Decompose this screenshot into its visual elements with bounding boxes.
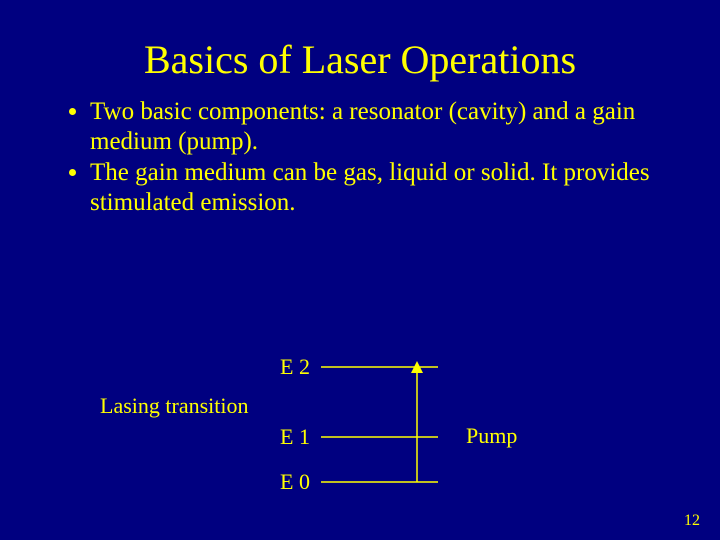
energy-level-diagram	[0, 0, 720, 540]
slide-number: 12	[684, 512, 700, 530]
